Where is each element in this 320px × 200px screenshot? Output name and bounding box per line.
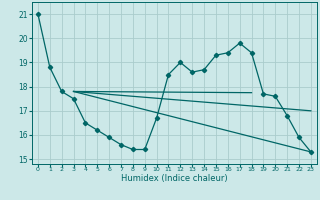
X-axis label: Humidex (Indice chaleur): Humidex (Indice chaleur) [121,174,228,183]
